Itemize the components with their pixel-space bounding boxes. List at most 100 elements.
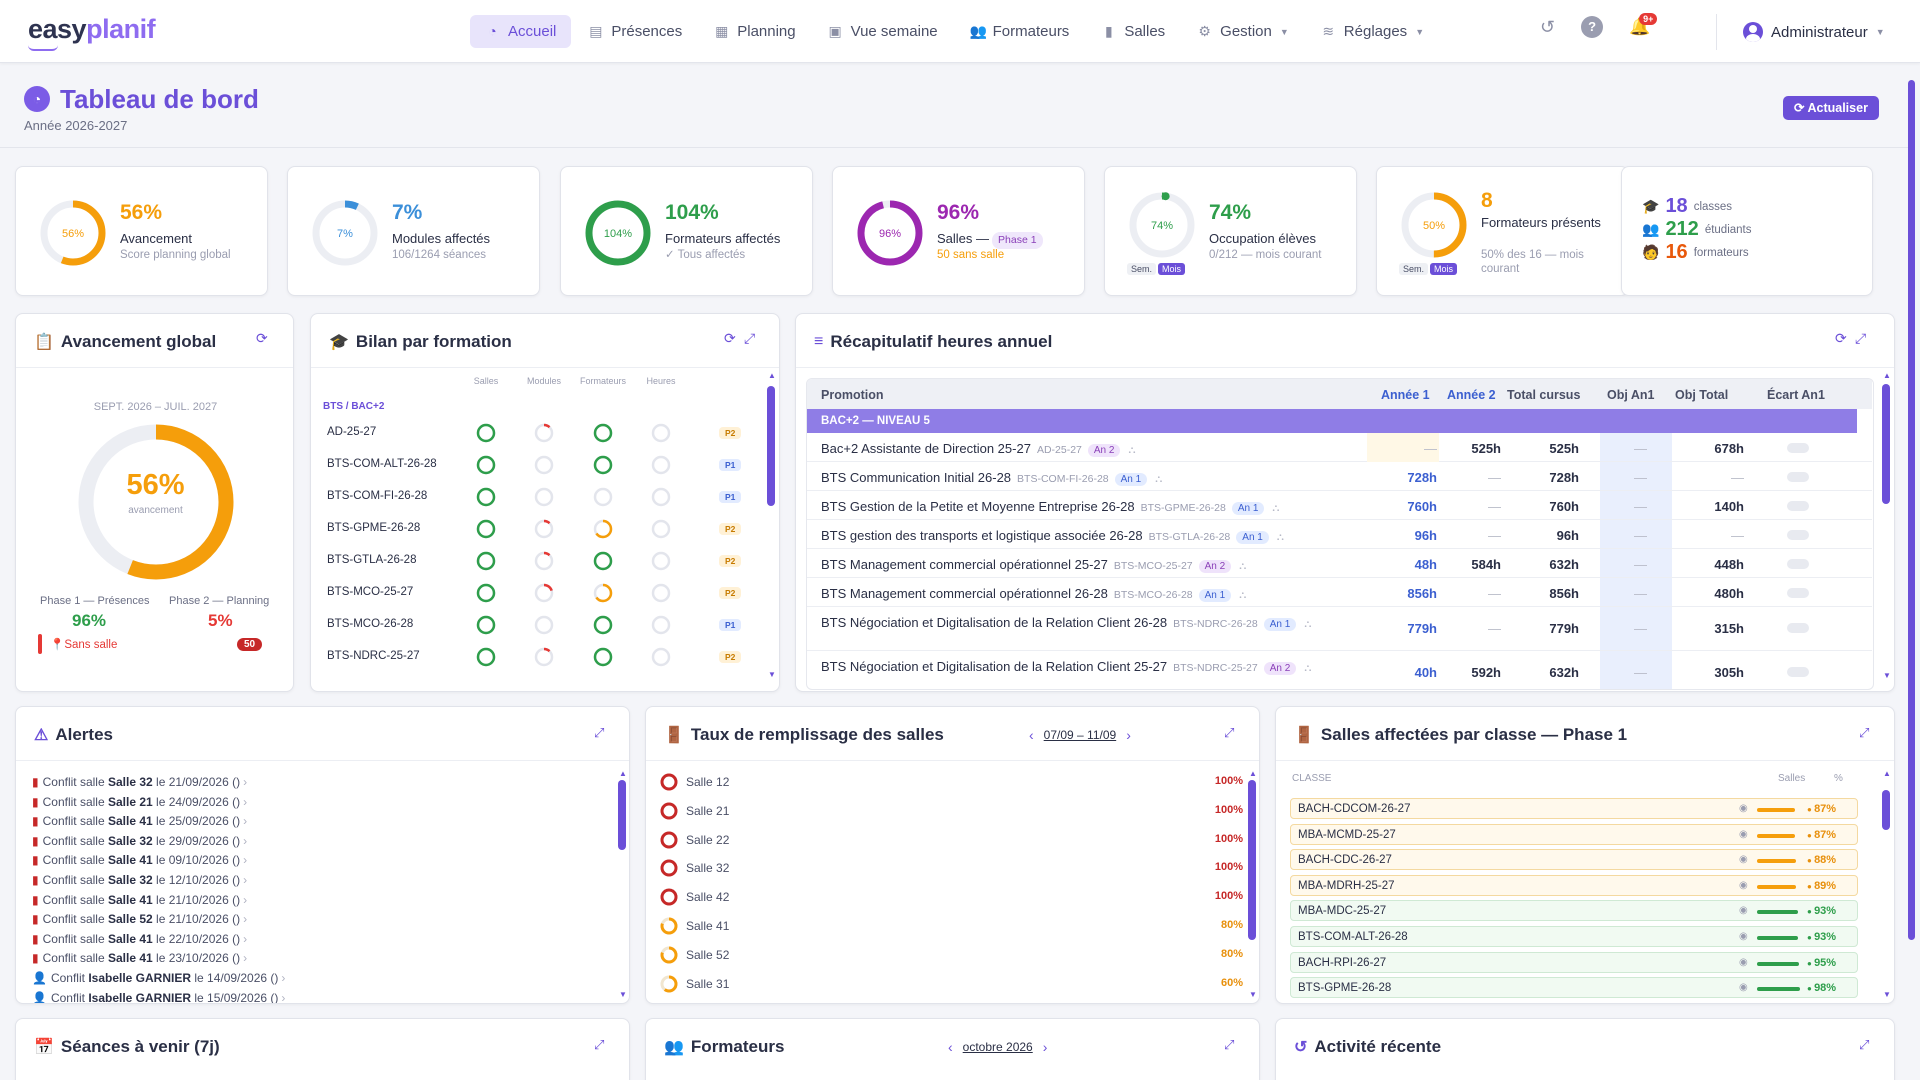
expand-icon[interactable]: ⤢ — [744, 330, 756, 346]
nav-item-r-glages[interactable]: ≋ Réglages ▼ — [1306, 15, 1439, 48]
nav-item-salles[interactable]: ▮ Salles — [1086, 15, 1180, 48]
class-row[interactable]: MBA-MDC-25-27 ◉ ● 93% — [1290, 900, 1858, 922]
recap-row[interactable]: BTS Management commercial opérationnel 2… — [807, 549, 1872, 578]
prev-week-button[interactable]: ‹ — [1029, 727, 1034, 743]
help-icon[interactable]: ? — [1581, 16, 1604, 38]
room-row[interactable]: Salle 21 100% — [660, 799, 1243, 823]
history-icon[interactable]: ↺ — [1540, 16, 1556, 37]
class-row[interactable]: BTS-GPME-26-28 ◉ ● 98% — [1290, 977, 1858, 999]
week-range[interactable]: 07/09 – 11/09 — [1043, 728, 1117, 742]
eye-icon[interactable]: ◉ — [1739, 854, 1748, 866]
toggle-week[interactable]: Sem. — [1127, 263, 1157, 275]
room-row[interactable]: Salle 42 100% — [660, 885, 1243, 909]
nav-item-vue-semaine[interactable]: ▣ Vue semaine — [813, 15, 953, 48]
eye-icon[interactable]: ◉ — [1739, 931, 1748, 942]
recap-col-header[interactable]: Écart An1 — [1767, 388, 1825, 402]
bilan-scrollbar[interactable] — [767, 386, 775, 506]
recap-row[interactable]: Bac+2 Assistante de Direction 25-27 AD-25… — [807, 433, 1872, 462]
salles-scrollbar[interactable] — [1882, 790, 1890, 830]
eye-icon[interactable]: ◉ — [1739, 803, 1748, 814]
room-row[interactable]: Salle 52 80% — [660, 943, 1243, 967]
expand-icon[interactable]: ⤢ — [1859, 725, 1870, 740]
refresh-button[interactable]: ⟳ Actualiser — [1783, 96, 1879, 120]
nav-item-pr-sences[interactable]: ▤ Présences — [573, 15, 697, 48]
refresh-icon[interactable]: ⟳ — [724, 330, 736, 346]
toggle-month[interactable]: Mois — [1158, 263, 1186, 275]
room-row[interactable]: Salle 41 80% — [660, 914, 1243, 938]
class-row[interactable]: MBA-MCMD-25-27 ◉ ● 87% — [1290, 823, 1858, 845]
scroll-up-icon[interactable]: ▲ — [1883, 371, 1891, 380]
alert-item[interactable]: ▮ Conflit salle Salle 32 le 29/09/2026 ()… — [32, 833, 248, 848]
month-label[interactable]: octobre 2026 — [962, 1040, 1033, 1054]
class-row[interactable]: BTS-COM-ALT-26-28 ◉ ● 93% — [1290, 926, 1858, 947]
nav-item-formateurs[interactable]: 👥 Formateurs — [955, 15, 1085, 48]
class-row[interactable]: MBA-MDRH-25-27 ◉ ● 89% — [1290, 874, 1858, 896]
page-scroll-thumb[interactable] — [1908, 80, 1915, 940]
page-scrollbar[interactable] — [1908, 66, 1916, 1072]
bilan-row[interactable]: BTS-GPME-26-28 P2 — [327, 516, 757, 542]
scroll-up-icon[interactable]: ▲ — [768, 371, 776, 380]
recap-row[interactable]: BTS Management commercial opérationnel 2… — [807, 578, 1872, 607]
app-logo[interactable]: easyplanif — [28, 14, 156, 44]
expand-icon[interactable]: ⤢ — [594, 1037, 605, 1052]
taux-scrollbar[interactable] — [1248, 780, 1256, 940]
bilan-row[interactable]: BTS-NDRC-25-27 P2 — [327, 644, 757, 670]
scroll-down-icon[interactable]: ▼ — [1883, 671, 1891, 680]
user-menu[interactable]: Administrateur ▼ — [1716, 14, 1885, 50]
refresh-icon[interactable]: ⟳ — [256, 330, 268, 346]
expand-icon[interactable]: ⤢ — [1224, 1037, 1235, 1052]
scroll-up-icon[interactable]: ▲ — [619, 769, 627, 778]
eye-icon[interactable]: ◉ — [1739, 956, 1748, 968]
eye-icon[interactable]: ◉ — [1739, 879, 1748, 891]
alert-item[interactable]: ▮ Conflit salle Salle 21 le 24/09/2026 ()… — [32, 794, 248, 809]
nav-item-gestion[interactable]: ⚙ Gestion ▼ — [1182, 15, 1304, 48]
room-row[interactable]: Salle 32 100% — [660, 856, 1243, 880]
bell-icon[interactable]: 🔔 9+ — [1629, 13, 1658, 37]
scroll-down-icon[interactable]: ▼ — [1249, 990, 1257, 999]
scroll-down-icon[interactable]: ▼ — [1883, 990, 1891, 999]
recap-row[interactable]: BTS gestion des transports et logistique… — [807, 520, 1872, 549]
alert-item[interactable]: ▮ Conflit salle Salle 41 le 09/10/2026 ()… — [32, 853, 248, 868]
recap-scrollbar[interactable] — [1882, 384, 1890, 504]
room-row[interactable]: Salle 31 60% — [660, 972, 1243, 996]
expand-icon[interactable]: ⤢ — [1224, 725, 1235, 740]
room-row[interactable]: Salle 22 100% — [660, 828, 1243, 852]
bilan-row[interactable]: BTS-MCO-26-28 P1 — [327, 612, 757, 638]
alert-item[interactable]: ▮ Conflit salle Salle 41 le 21/10/2026 ()… — [32, 892, 248, 907]
nav-item-planning[interactable]: ▦ Planning — [699, 15, 810, 48]
bilan-row[interactable]: BTS-COM-ALT-26-28 P1 — [327, 452, 757, 478]
alert-item[interactable]: 👤 Conflit Isabelle GARNIER le 14/09/2026 … — [32, 971, 286, 985]
class-row[interactable]: BACH-RPI-26-27 ◉ ● 95% — [1290, 951, 1858, 973]
scroll-down-icon[interactable]: ▼ — [619, 990, 627, 999]
next-month-button[interactable]: › — [1042, 1039, 1048, 1055]
recap-col-header[interactable]: Obj Total — [1675, 388, 1729, 402]
expand-icon[interactable]: ⤢ — [1859, 1037, 1870, 1052]
bilan-row[interactable]: AD-25-27 P2 — [327, 420, 757, 446]
alertes-scrollbar[interactable] — [618, 780, 626, 850]
refresh-icon[interactable]: ⟳ — [1835, 330, 1847, 346]
room-row[interactable]: Salle 12 100% — [660, 770, 1243, 794]
class-row[interactable]: BACH-CDCOM-26-27 ◉ ● 87% — [1290, 798, 1858, 819]
toggle-week[interactable]: Sem. — [1399, 263, 1429, 275]
alert-item[interactable]: ▮ Conflit salle Salle 41 le 22/10/2026 ()… — [32, 931, 248, 946]
alert-item[interactable]: ▮ Conflit salle Salle 32 le 21/09/2026 ()… — [32, 775, 248, 789]
scroll-down-icon[interactable]: ▼ — [768, 670, 776, 679]
prev-month-button[interactable]: ‹ — [948, 1039, 953, 1055]
expand-icon[interactable]: ⤢ — [594, 725, 605, 740]
alert-item[interactable]: ▮ Conflit salle Salle 32 le 12/10/2026 ()… — [32, 873, 248, 887]
recap-row[interactable]: BTS Négociation et Digitalisation de la … — [807, 607, 1872, 651]
eye-icon[interactable]: ◉ — [1739, 982, 1748, 994]
nav-item-accueil[interactable]: ◔ Accueil — [470, 15, 572, 48]
bilan-row[interactable]: BTS-MCO-25-27 P2 — [327, 580, 757, 606]
toggle-month[interactable]: Mois — [1430, 263, 1458, 275]
alert-item[interactable]: 👤 Conflit Isabelle GARNIER le 15/09/2026 … — [32, 990, 286, 1004]
recap-row[interactable]: BTS Négociation et Digitalisation de la … — [807, 651, 1872, 689]
eye-icon[interactable]: ◉ — [1739, 905, 1748, 917]
alert-item[interactable]: ▮ Conflit salle Salle 52 le 21/10/2026 ()… — [32, 912, 248, 927]
eye-icon[interactable]: ◉ — [1739, 828, 1748, 840]
alert-item[interactable]: ▮ Conflit salle Salle 41 le 23/10/2026 ()… — [32, 951, 248, 966]
scroll-up-icon[interactable]: ▲ — [1249, 769, 1257, 778]
bilan-row[interactable]: BTS-GTLA-26-28 P2 — [327, 548, 757, 574]
expand-icon[interactable]: ⤢ — [1855, 330, 1867, 346]
bilan-row[interactable]: BTS-COM-FI-26-28 P1 — [327, 484, 757, 510]
